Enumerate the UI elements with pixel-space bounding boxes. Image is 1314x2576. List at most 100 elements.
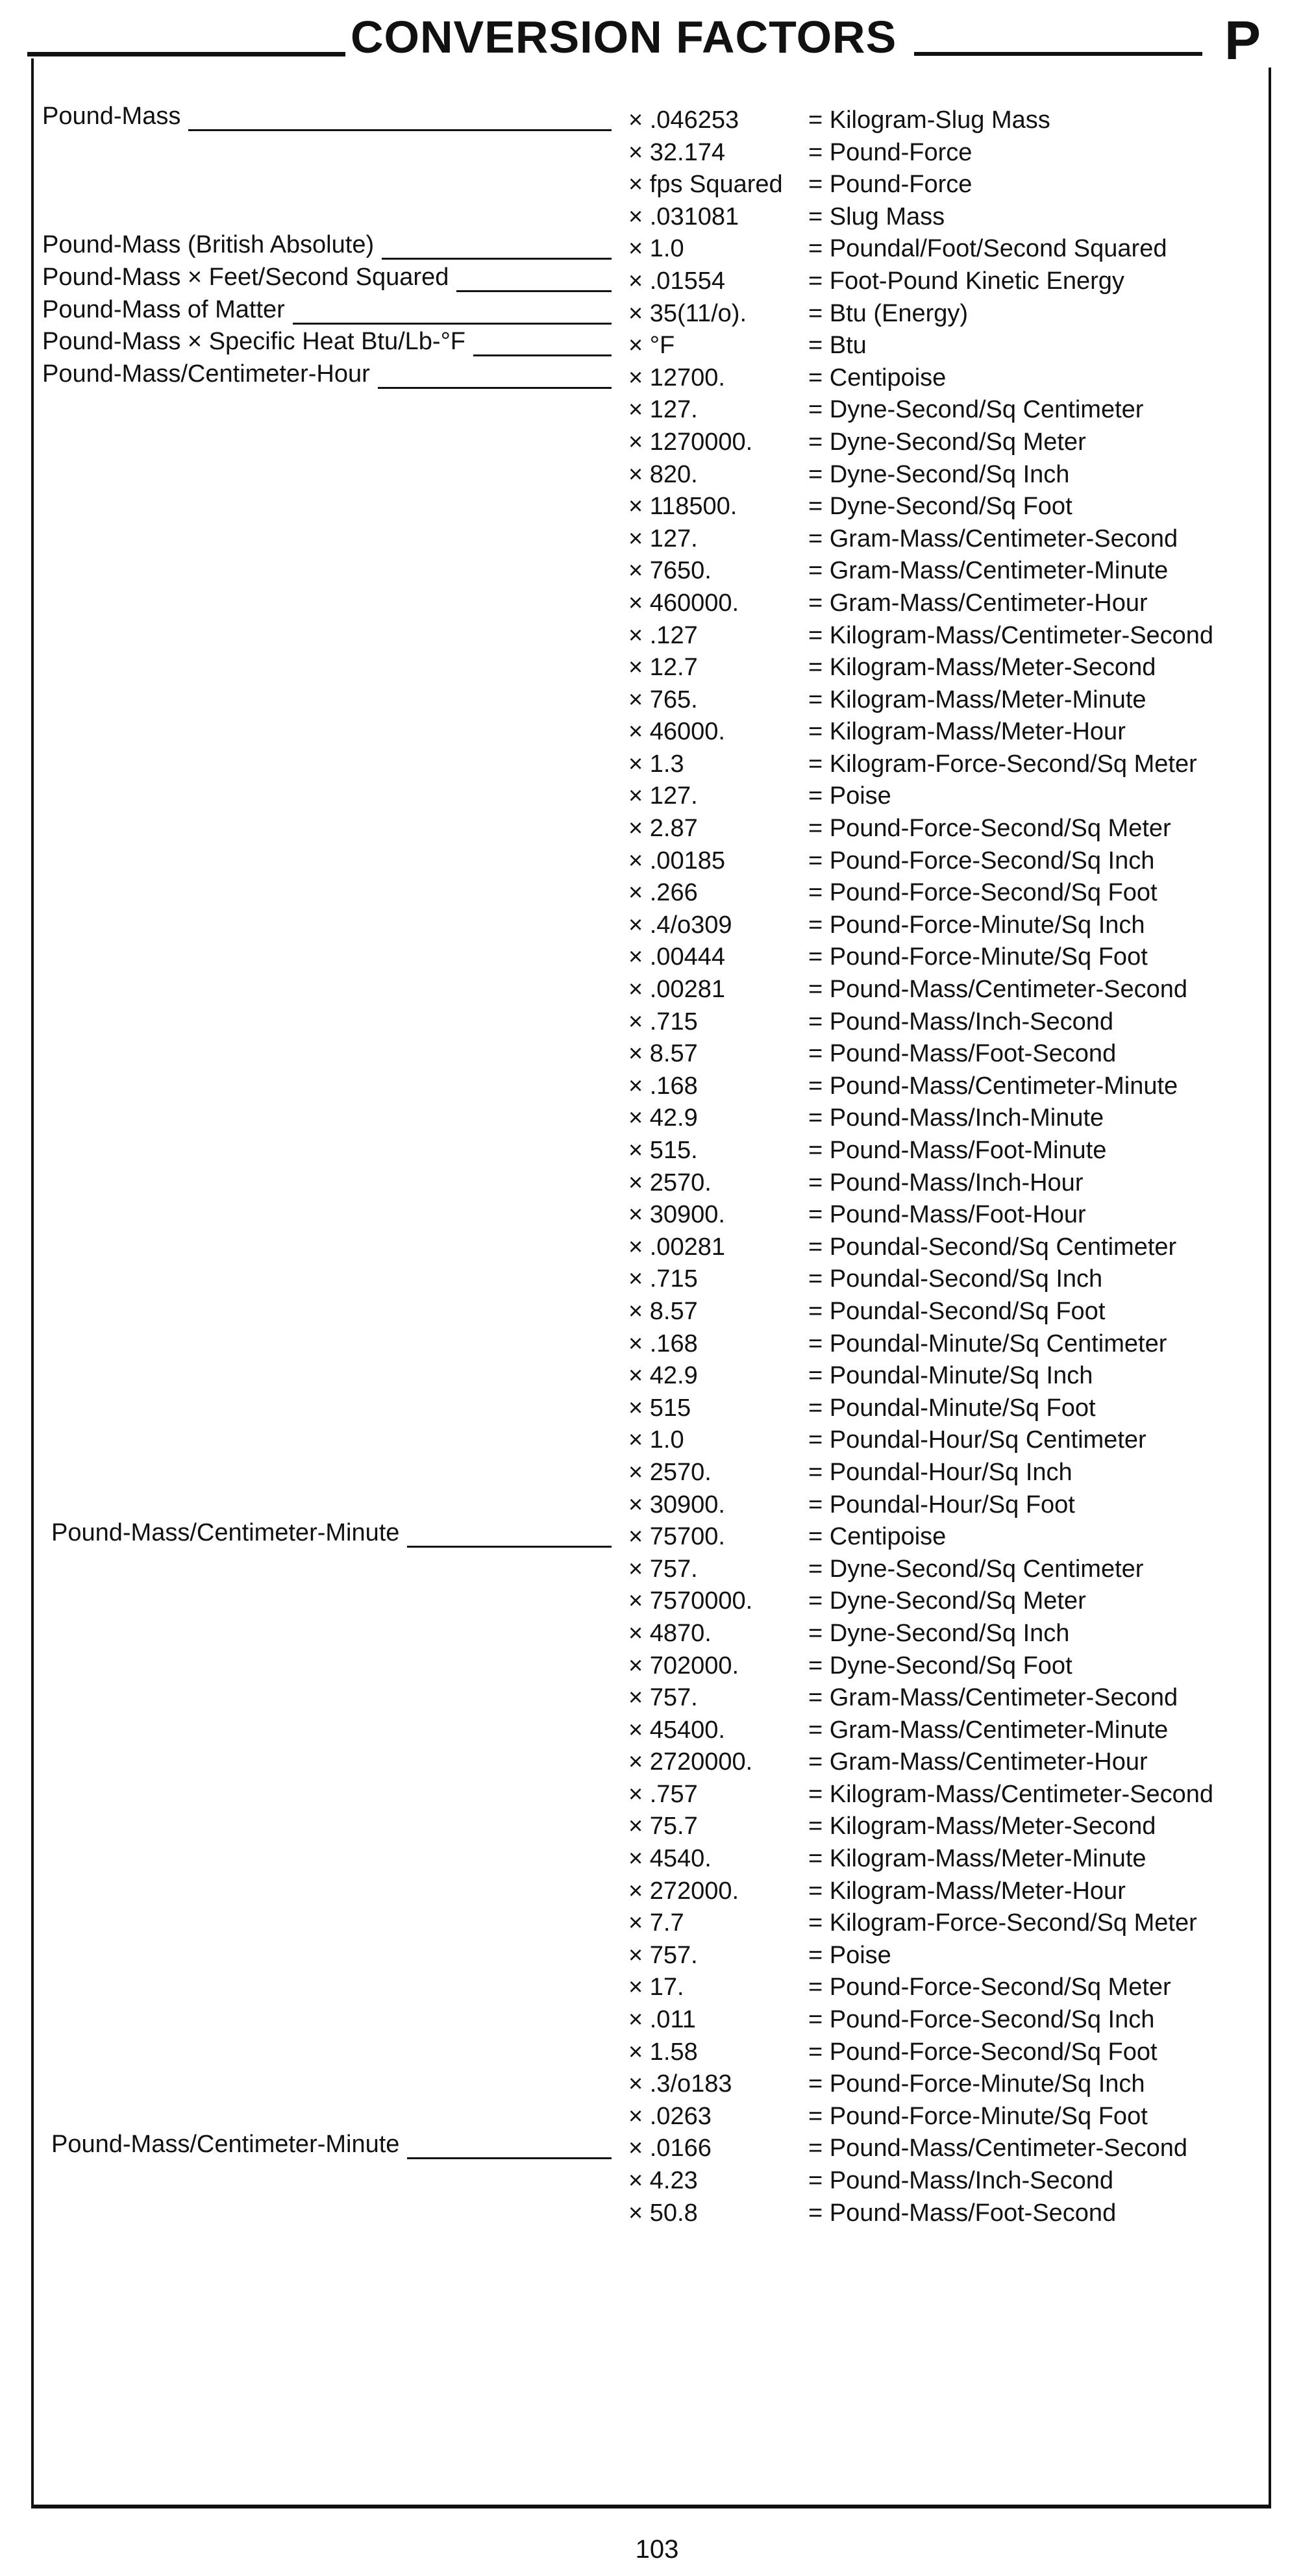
table-row: × 765. = Kilogram-Mass/Meter-Minute: [42, 684, 1263, 716]
multiplier: × fps Squared: [628, 171, 783, 199]
table-row: × 42.9 = Poundal-Minute/Sq Inch: [42, 1359, 1263, 1392]
result-unit: = Pound-Mass/Centimeter-Second: [808, 976, 1188, 1004]
table-row: × .168 = Poundal-Minute/Sq Centimeter: [42, 1328, 1263, 1360]
multiplier: × 42.9: [628, 1362, 698, 1390]
result-unit: = Centipoise: [808, 1523, 947, 1551]
table-row: × 42.9 = Pound-Mass/Inch-Minute: [42, 1102, 1263, 1134]
table-row: Pound-Mass × .046253 = Kilogram-Slug Mass: [42, 103, 1263, 136]
multiplier: × 32.174: [628, 138, 725, 166]
result-unit: = Dyne-Second/Sq Inch: [808, 460, 1070, 488]
table-row: × 4540. = Kilogram-Mass/Meter-Minute: [42, 1842, 1263, 1875]
multiplier: × 7650.: [628, 557, 712, 585]
result-unit: = Kilogram-Force-Second/Sq Meter: [808, 750, 1197, 778]
multiplier: × .0263: [628, 2102, 712, 2130]
multiplier: × .00281: [628, 1233, 725, 1261]
leader-line: [407, 2157, 612, 2160]
from-unit-label: Pound-Mass of Matter: [42, 295, 285, 323]
multiplier: × .715: [628, 1265, 698, 1293]
from-unit-label: Pound-Mass/Centimeter-Hour: [42, 360, 370, 388]
result-unit: = Gram-Mass/Centimeter-Minute: [808, 1716, 1169, 1744]
multiplier: × .715: [628, 1008, 698, 1035]
table-row: × 45400. = Gram-Mass/Centimeter-Minute: [42, 1714, 1263, 1746]
result-unit: = Dyne-Second/Sq Centimeter: [808, 1555, 1144, 1583]
multiplier: × 1.0: [628, 1426, 684, 1454]
table-row: × .0263 = Pound-Force-Minute/Sq Foot: [42, 2100, 1263, 2133]
multiplier: × 35(11/o).: [628, 299, 747, 327]
from-unit-label: Pound-Mass/Centimeter-Minute: [51, 1519, 400, 1547]
result-unit: = Pound-Mass/Inch-Second: [808, 1008, 1113, 1035]
result-unit: = Dyne-Second/Sq Meter: [808, 1587, 1086, 1615]
from-unit-label: Pound-Mass (British Absolute): [42, 231, 375, 259]
result-unit: = Poundal-Hour/Sq Foot: [808, 1491, 1075, 1518]
result-unit: = Pound-Force-Second/Sq Inch: [808, 2006, 1155, 2034]
table-row: × .715 = Pound-Mass/Inch-Second: [42, 1006, 1263, 1038]
result-unit: = Centipoise: [808, 364, 947, 391]
multiplier: × 2570.: [628, 1458, 712, 1486]
multiplier: × 30900.: [628, 1201, 725, 1229]
result-unit: = Pound-Force-Minute/Sq Inch: [808, 911, 1145, 939]
multiplier: × .168: [628, 1072, 698, 1100]
multiplier: × .00444: [628, 943, 725, 971]
from-unit-label: Pound-Mass: [42, 103, 181, 130]
unit-label-group: Pound-Mass: [42, 103, 612, 132]
multiplier: × 127.: [628, 396, 698, 424]
table-row: Pound-Mass (British Absolute) × 1.0 = Poun…: [42, 231, 1263, 265]
table-row: × 118500. = Dyne-Second/Sq Foot: [42, 490, 1263, 523]
table-row: × .168 = Pound-Mass/Centimeter-Minute: [42, 1070, 1263, 1102]
result-unit: = Pound-Force: [808, 138, 973, 166]
multiplier: × 2570.: [628, 1169, 712, 1196]
table-row: × 7.7 = Kilogram-Force-Second/Sq Meter: [42, 1907, 1263, 1939]
result-unit: = Dyne-Second/Sq Centimeter: [808, 396, 1144, 424]
multiplier: × 46000.: [628, 718, 725, 746]
table-row: × .127 = Kilogram-Mass/Centimeter-Second: [42, 619, 1263, 652]
multiplier: × .168: [628, 1330, 698, 1357]
multiplier: × 8.57: [628, 1297, 698, 1325]
multiplier: × 50.8: [628, 2199, 698, 2227]
result-unit: = Poundal-Second/Sq Inch: [808, 1265, 1103, 1293]
leader-line: [407, 1546, 612, 1548]
multiplier: × 460000.: [628, 589, 739, 617]
section-letter: P: [1224, 10, 1261, 71]
result-unit: = Dyne-Second/Sq Foot: [808, 493, 1072, 521]
table-row: × 30900. = Pound-Mass/Foot-Hour: [42, 1198, 1263, 1231]
table-row: × 702000. = Dyne-Second/Sq Foot: [42, 1650, 1263, 1682]
result-unit: = Pound-Mass/Foot-Minute: [808, 1137, 1107, 1164]
result-unit: = Pound-Force-Minute/Sq Foot: [808, 2102, 1148, 2130]
from-unit-label: Pound-Mass/Centimeter-Minute: [51, 2131, 400, 2159]
leader-line: [382, 258, 612, 260]
multiplier: × .011: [628, 2006, 696, 2034]
multiplier: × 12700.: [628, 364, 725, 391]
result-unit: = Poundal-Second/Sq Centimeter: [808, 1233, 1177, 1261]
table-row: × 1.0 = Poundal-Hour/Sq Centimeter: [42, 1424, 1263, 1456]
unit-label-group: Pound-Mass of Matter: [42, 296, 612, 326]
result-unit: = Pound-Mass/Foot-Second: [808, 1040, 1117, 1068]
result-unit: = Foot-Pound Kinetic Energy: [808, 267, 1124, 295]
table-row: × .00444 = Pound-Force-Minute/Sq Foot: [42, 941, 1263, 973]
table-row: Pound-Mass/Centimeter-Hour × 12700. = Cent…: [42, 360, 1263, 394]
result-unit: = Pound-Mass/Foot-Second: [808, 2199, 1117, 2227]
conversion-table: Pound-Mass × .046253 = Kilogram-Slug Mass ×…: [42, 103, 1263, 2229]
table-row: × .00185 = Pound-Force-Second/Sq Inch: [42, 845, 1263, 877]
table-row: × 8.57 = Poundal-Second/Sq Foot: [42, 1295, 1263, 1328]
table-row: × 127. = Poise: [42, 780, 1263, 812]
table-row: × 7570000. = Dyne-Second/Sq Meter: [42, 1585, 1263, 1617]
result-unit: = Kilogram-Mass/Centimeter-Second: [808, 1780, 1214, 1808]
title-rule-left: [27, 52, 345, 56]
table-row: × 12.7 = Kilogram-Mass/Meter-Second: [42, 651, 1263, 684]
multiplier: × 1.58: [628, 2038, 698, 2066]
result-unit: = Poise: [808, 782, 891, 810]
table-row: × 515. = Pound-Mass/Foot-Minute: [42, 1134, 1263, 1167]
multiplier: × 2.87: [628, 815, 698, 843]
multiplier: × 515.: [628, 1137, 698, 1164]
result-unit: = Pound-Force: [808, 171, 973, 199]
result-unit: = Pound-Force-Second/Sq Foot: [808, 879, 1158, 907]
table-row: × 757. = Gram-Mass/Centimeter-Second: [42, 1681, 1263, 1714]
result-unit: = Poundal-Minute/Sq Inch: [808, 1362, 1093, 1390]
result-unit: = Poundal-Hour/Sq Centimeter: [808, 1426, 1147, 1454]
table-row: × 17. = Pound-Force-Second/Sq Meter: [42, 1971, 1263, 2003]
table-row: × 820. = Dyne-Second/Sq Inch: [42, 458, 1263, 491]
multiplier: × .00281: [628, 976, 725, 1004]
table-row: × fps Squared = Pound-Force: [42, 168, 1263, 201]
table-row: × 127. = Gram-Mass/Centimeter-Second: [42, 523, 1263, 555]
leader-line: [456, 290, 612, 292]
